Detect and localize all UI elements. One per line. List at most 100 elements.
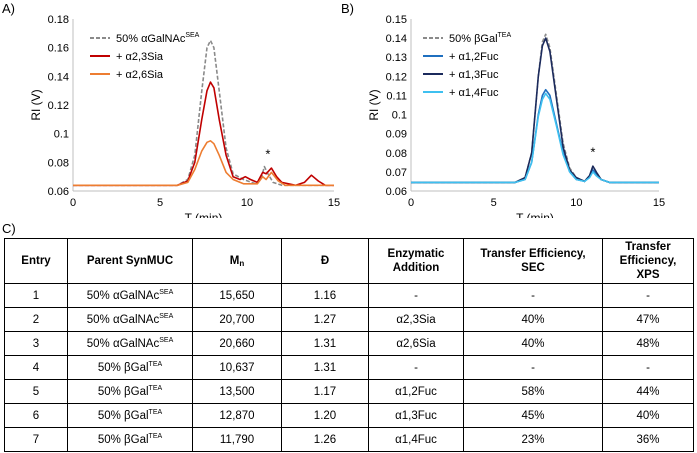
table-cell-entry: 2 xyxy=(4,307,68,332)
chart-b-annotation-star: * xyxy=(590,144,595,159)
table-cell-mn: 20,660 xyxy=(192,331,282,356)
chart-a-y-tick-label: 0.06 xyxy=(48,186,69,198)
table-row: 4 50% βGalTEA 10,637 1.31- - - xyxy=(4,355,694,380)
chart-b-x-tick-label: 0 xyxy=(408,197,414,209)
table-cell-xps: - xyxy=(602,283,694,308)
chart-a-legend-sup-0: SEA xyxy=(185,32,199,39)
table-cell-sec: 40% xyxy=(463,331,603,356)
table-cell-sec: 40% xyxy=(463,307,603,332)
table-row: 5 50% βGalTEA 13,500 1.17 α1,2Fuc 58% 44% xyxy=(4,379,694,404)
table-cell-mn: 10,637 xyxy=(192,355,282,380)
chart-a: 0 5 10 15 0.06 0.08 0.1 0.12 0.14 0.16 0.18 T (min)… xyxy=(29,14,340,218)
header-dispersity: Đ xyxy=(281,238,369,284)
table-cell-parent: 50% αGalNAcSEA xyxy=(67,283,193,308)
table-cell-parent: 50% βGalTEA xyxy=(67,427,193,452)
chart-a-legend-label-0: 50% αGalNAcSEA xyxy=(116,32,200,45)
chart-a-x-tick-label: 10 xyxy=(241,197,253,209)
chart-a-x-axis-label: T (min) xyxy=(185,211,223,218)
table-cell-dispersity: 1.16 xyxy=(281,283,369,308)
table-cell-entry: 5 xyxy=(4,379,68,404)
table-cell-dispersity: 1.26 xyxy=(281,427,369,452)
panel-label-b: B) xyxy=(341,1,354,16)
table-cell-parent-sup: TEA xyxy=(148,384,163,392)
table-cell-parent-sup: TEA xyxy=(148,432,163,440)
chart-b-x-tick-label: 15 xyxy=(653,197,665,209)
chart-b-x-tick-label: 5 xyxy=(491,197,497,209)
chart-b-y-tick-label: 0.15 xyxy=(386,14,407,26)
chart-b-y-tick-label: 0.07 xyxy=(386,167,407,179)
header-transfer-sec: Transfer Efficiency, SEC xyxy=(463,238,603,284)
chart-b-x-tick-label: 10 xyxy=(570,197,582,209)
header-enzymatic-addition: Enzymatic Addition xyxy=(368,238,464,284)
table-row: 1 50% αGalNAcSEA 15,650 1.16- - - xyxy=(4,283,694,308)
chart-b-series-line-3 xyxy=(411,92,659,184)
chart-b-y-tick-label: 0.13 xyxy=(386,52,407,64)
chart-a-y-tick-label: 0.12 xyxy=(48,100,69,112)
table-cell-parent: 50% αGalNAcSEA xyxy=(67,307,193,332)
chart-b-legend-label-2: + α1,3Fuc xyxy=(449,69,499,81)
table-cell-sec: 58% xyxy=(463,379,603,404)
chart-b-x-axis-label: T (min) xyxy=(516,211,554,218)
table-cell-enzyme: α2,6Sia xyxy=(368,331,464,356)
table-cell-enzyme: α1,3Fuc xyxy=(368,403,464,428)
table-cell-xps: - xyxy=(602,355,694,380)
chart-a-legend-label-1: + α2,3Sia xyxy=(116,51,164,63)
chart-b-y-tick-label: 0.14 xyxy=(386,33,407,45)
table-cell-entry: 7 xyxy=(4,427,68,452)
chart-b-y-tick-label: 0.06 xyxy=(386,186,407,198)
table-cell-entry: 3 xyxy=(4,331,68,356)
table-cell-parent-sup: SEA xyxy=(159,288,174,296)
chart-b-legend-sup-0: TEA xyxy=(498,32,512,39)
table-cell-entry: 1 xyxy=(4,283,68,308)
header-mn-text: M xyxy=(229,255,240,267)
chart-b-legend-label-1: + α1,2Fuc xyxy=(449,51,499,63)
table-cell-sec: 23% xyxy=(463,427,603,452)
chart-a-y-axis-label: RI (V) xyxy=(29,89,43,120)
table-row: 7 50% βGalTEA 11,790 1.26 α1,4Fuc 23% 36% xyxy=(4,427,694,452)
header-entry: Entry xyxy=(4,238,68,284)
table-cell-parent: 50% βGalTEA xyxy=(67,355,193,380)
chart-a-y-tick-label: 0.16 xyxy=(48,43,69,55)
table-cell-enzyme: - xyxy=(368,283,464,308)
table-cell-entry: 4 xyxy=(4,355,68,380)
table-cell-sec: - xyxy=(463,355,603,380)
table-cell-xps: 40% xyxy=(602,403,694,428)
chart-a-x-tick-label: 5 xyxy=(157,197,163,209)
table-cell-parent-sup: SEA xyxy=(159,336,174,344)
table-cell-enzyme: α1,4Fuc xyxy=(368,427,464,452)
chart-a-x-tick-label: 0 xyxy=(70,197,76,209)
chart-a-y-tick-label: 0.18 xyxy=(48,14,69,26)
table-cell-mn: 12,870 xyxy=(192,403,282,428)
header-mn-sub: n xyxy=(239,259,245,268)
chart-b-y-tick-label: 0.1 xyxy=(392,110,407,122)
table-cell-sec: - xyxy=(463,283,603,308)
table-row: 6 50% βGalTEA 12,870 1.20 α1,3Fuc 45% 40% xyxy=(4,403,694,428)
table-cell-xps: 48% xyxy=(602,331,694,356)
table-cell-dispersity: 1.31 xyxy=(281,331,369,356)
table-cell-parent-sup: TEA xyxy=(148,360,163,368)
table-cell-dispersity: 1.27 xyxy=(281,307,369,332)
table-cell-parent: 50% βGalTEA xyxy=(67,379,193,404)
chart-b-legend-label-3: + α1,4Fuc xyxy=(449,87,499,99)
table-body: 1 50% αGalNAcSEA 15,650 1.16- - -2 50% αGalNAc… xyxy=(4,283,694,452)
chart-a-annotation-star: * xyxy=(265,146,270,161)
chart-b-y-axis-label: RI (V) xyxy=(367,89,381,120)
chart-b-y-tick-label: 0.12 xyxy=(386,71,407,83)
header-parent-synmuc: Parent SynMUC xyxy=(67,238,193,284)
chart-a-legend-label-2: + α2,6Sia xyxy=(116,69,164,81)
header-mn: Mn xyxy=(192,238,282,284)
table-cell-dispersity: 1.17 xyxy=(281,379,369,404)
chart-a-y-tick-label: 0.14 xyxy=(48,71,69,83)
chart-b: 0 5 10 15 0.06 0.07 0.08 0.09 0.1 0.11 0.12 0.13 0.1… xyxy=(367,14,665,218)
table-row: 2 50% αGalNAcSEA 20,700 1.27 α2,3Sia 40% 47% xyxy=(4,307,694,332)
table-cell-mn: 11,790 xyxy=(192,427,282,452)
table-cell-mn: 13,500 xyxy=(192,379,282,404)
chart-a-x-tick-label: 15 xyxy=(328,197,340,209)
table-cell-enzyme: α1,2Fuc xyxy=(368,379,464,404)
chart-a-series-line-2 xyxy=(73,140,334,187)
table-cell-parent-sup: TEA xyxy=(148,408,163,416)
chart-b-legend-label-0: 50% βGalTEA xyxy=(449,32,511,45)
table-cell-xps: 47% xyxy=(602,307,694,332)
table-cell-sec: 45% xyxy=(463,403,603,428)
results-table: Entry Parent SynMUC Mn Đ Enzymatic Addit… xyxy=(4,238,694,452)
